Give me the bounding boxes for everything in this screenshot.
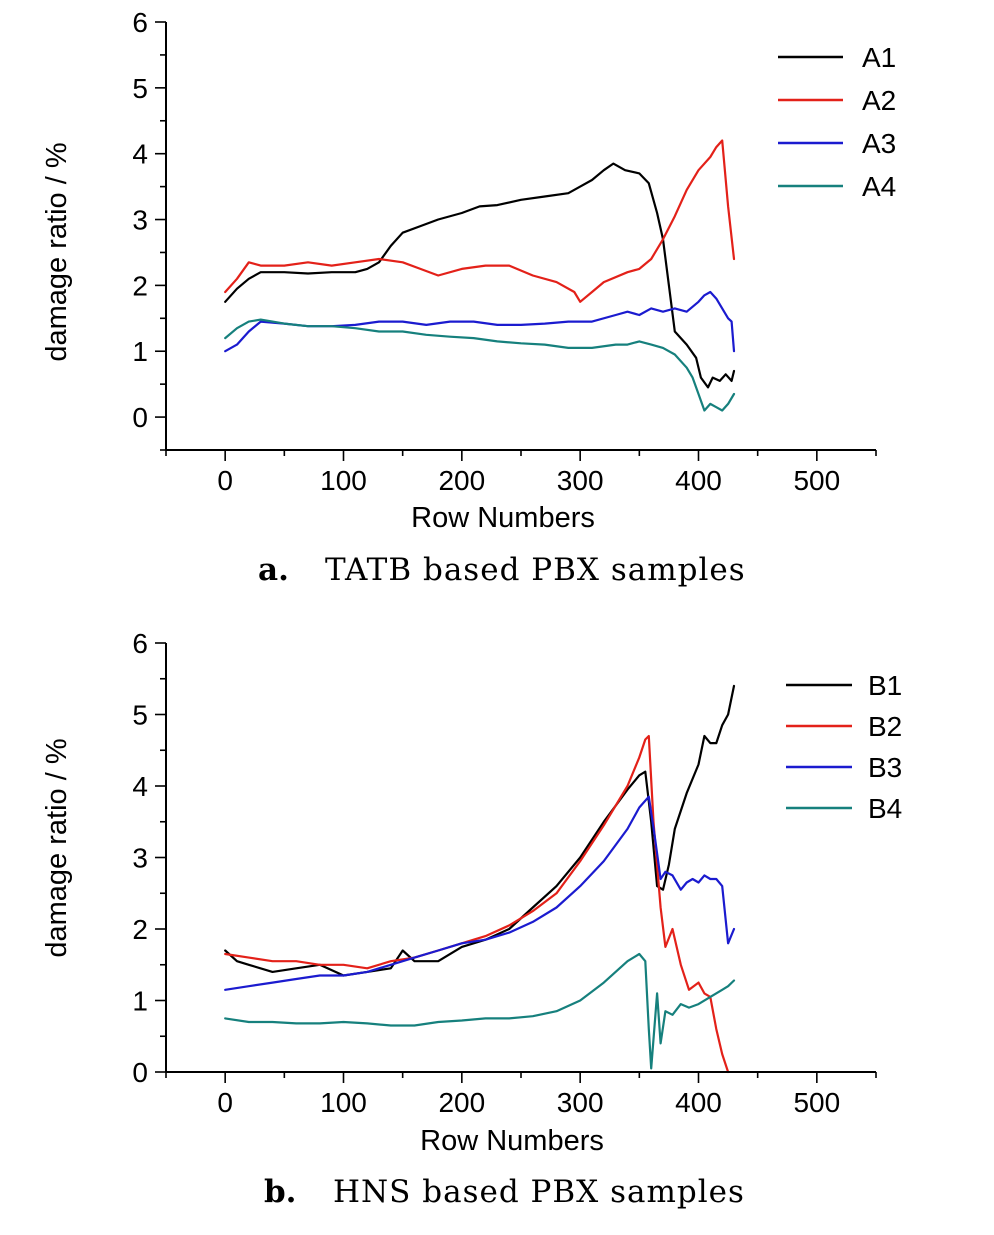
panel-b-y-tick-label: 2 [132,914,148,945]
panel-b-axes [165,643,876,1073]
panel-a-y-tick-label: 6 [132,7,148,38]
panel-a-legend-label-a2: A2 [862,85,896,116]
panel-b-x-tick-label: 400 [675,1087,722,1118]
panel-b-legend-label-b2: B2 [868,711,902,742]
panel-b-legend-label-b4: B4 [868,793,902,824]
panel-b-y-axis-title: damage ratio / % [41,738,73,957]
panel-a-y-tick-label: 1 [132,336,148,367]
panel-b-y-tick-label: 5 [132,700,148,731]
panel-a-x-tick-label: 0 [217,465,233,496]
panel-a-legend-label-a4: A4 [862,171,896,202]
panel-b-y-tick-label: 4 [132,771,148,802]
panel-a-chart: 0 100 200 300 400 500 0 1 2 3 4 5 6 Row Numbers dama… [41,7,896,588]
panel-b-y-tick-label: 1 [132,986,148,1017]
panel-b-x-tick-label: 0 [217,1087,233,1118]
panel-a-y-tick-label: 5 [132,73,148,104]
panel-a-x-tick-label: 300 [557,465,604,496]
panel-b-x-tick-label: 300 [557,1087,604,1118]
panel-a-y-tick-label: 4 [132,139,148,170]
panel-b-x-tick-label: 500 [793,1087,840,1118]
panel-a-series-a2-line [224,139,736,303]
panel-a-ticks: 0 100 200 300 400 500 0 1 2 3 4 5 6 [132,7,877,496]
panel-b-ticks: 0 100 200 300 400 500 0 1 2 3 4 5 6 [132,628,877,1118]
panel-b-caption: HNS based PBX samples [333,1174,745,1210]
panel-a-series [224,139,736,412]
panel-a-legend-label-a1: A1 [862,42,896,73]
panel-a-y-tick-label: 3 [132,205,148,236]
panel-a-series-a1-line [224,162,736,389]
panel-a-x-tick-label: 100 [320,465,367,496]
panel-a-x-tick-label: 400 [675,465,722,496]
panel-b-x-axis-title: Row Numbers [420,1125,604,1157]
panel-a-caption-letter: a. [258,552,289,588]
panel-a-legend: A1 A2 A3 A4 [778,42,896,202]
panel-a-x-tick-label: 200 [438,465,485,496]
panel-a-series-a4-line [224,318,736,412]
panel-b-legend-label-b1: B1 [868,670,902,701]
panel-a-x-tick-label: 500 [793,465,840,496]
panel-b-x-tick-label: 100 [320,1087,367,1118]
panel-b-caption-letter: b. [264,1174,296,1210]
panel-b-series-b3-line [224,795,736,991]
panel-a-axes [165,22,876,451]
panel-a-y-axis-title: damage ratio / % [41,142,73,361]
panel-b-chart: 0 100 200 300 400 500 0 1 2 3 4 5 6 Row Numbers dama… [41,628,902,1210]
panel-a-series-a3-line [224,290,736,353]
panel-b-y-tick-label: 3 [132,843,148,874]
panel-a-legend-label-a3: A3 [862,128,896,159]
panel-a-y-tick-label: 2 [132,270,148,301]
panel-b-y-tick-label: 6 [132,628,148,659]
panel-b-series-b1-line [224,684,736,977]
panel-b-series-b4-line [224,952,736,1070]
panel-a-y-tick-label: 0 [132,402,148,433]
panel-b-y-tick-label: 0 [132,1057,148,1088]
panel-b-series [224,684,736,1074]
panel-a-x-axis-title: Row Numbers [411,502,595,534]
panel-a-caption: TATB based PBX samples [325,552,746,588]
panel-b-x-tick-label: 200 [438,1087,485,1118]
panel-b-legend: B1 B2 B3 B4 [786,670,902,824]
panel-b-series-b2-line [224,734,730,1074]
panel-b-legend-label-b3: B3 [868,752,902,783]
